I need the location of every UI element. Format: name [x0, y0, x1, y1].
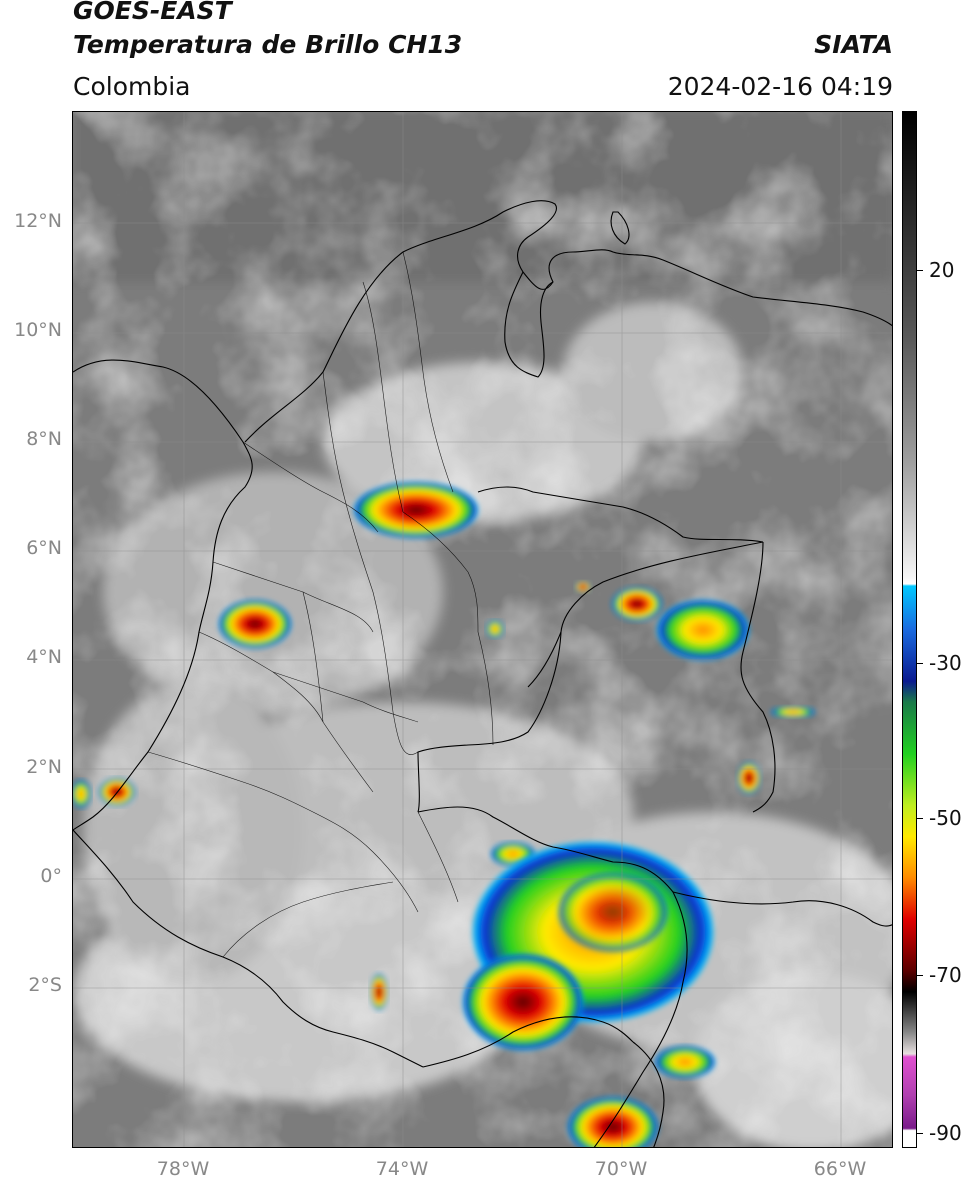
title-product: Temperatura de Brillo CH13	[73, 30, 463, 59]
colorbar-label-minus90: -90	[929, 1121, 962, 1145]
colorbar-tick	[916, 975, 923, 976]
colorbar-gradient	[903, 112, 916, 1147]
convective-cells	[73, 482, 815, 1147]
lon-label-78w: 78°W	[156, 1158, 210, 1180]
lat-label-12n: 12°N	[14, 210, 62, 232]
graticule	[73, 112, 892, 1147]
department-borders	[147, 251, 494, 958]
region-label: Colombia	[73, 72, 191, 101]
lon-label-66w: 66°W	[813, 1158, 867, 1180]
lon-label-70w: 70°W	[594, 1158, 648, 1180]
lat-label-0: 0°	[40, 865, 62, 887]
lat-label-2n: 2°N	[26, 756, 62, 778]
map-canvas	[73, 112, 892, 1147]
colorbar-tick	[916, 270, 923, 271]
lat-label-8n: 8°N	[26, 428, 62, 450]
organization-label: SIATA	[814, 30, 893, 59]
colorbar-tick	[916, 663, 923, 664]
lat-label-6n: 6°N	[26, 537, 62, 559]
lon-label-74w: 74°W	[375, 1158, 429, 1180]
colorbar-tick	[916, 1133, 923, 1134]
timestamp-label: 2024-02-16 04:19	[667, 72, 893, 101]
lat-label-4n: 4°N	[26, 646, 62, 668]
lat-label-10n: 10°N	[14, 319, 62, 341]
satellite-map	[72, 111, 893, 1148]
colorbar-label-minus70: -70	[929, 963, 962, 987]
colorbar-label-minus50: -50	[929, 806, 962, 830]
colorbar	[902, 111, 917, 1148]
colorbar-tick	[916, 818, 923, 819]
lat-label-2s: 2°S	[28, 974, 62, 996]
colorbar-label-20: 20	[929, 258, 955, 282]
colorbar-label-minus30: -30	[929, 651, 962, 675]
title-satellite: GOES-EAST	[73, 0, 232, 25]
